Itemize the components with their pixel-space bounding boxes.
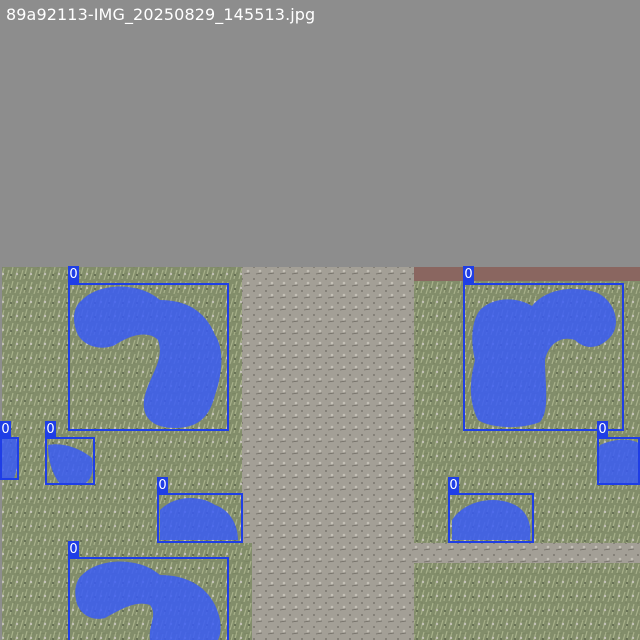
detection-box-bottom-left bbox=[68, 557, 229, 640]
mask-small-middle bbox=[160, 498, 238, 540]
detection-label: 0 bbox=[597, 421, 608, 438]
mask-bottom-left bbox=[75, 561, 221, 640]
mask-large-left bbox=[74, 286, 222, 428]
mask-small-right-edge bbox=[597, 439, 640, 484]
detection-box-small-right-edge bbox=[597, 437, 640, 485]
detection-label: 0 bbox=[68, 266, 79, 283]
vegetation-bottom-right bbox=[414, 563, 640, 640]
mask-small-left bbox=[48, 444, 93, 484]
detection-label: 0 bbox=[0, 421, 11, 438]
detection-label: 0 bbox=[463, 266, 474, 283]
detection-label: 0 bbox=[157, 477, 168, 494]
detection-box-large-right bbox=[463, 283, 624, 431]
detection-box-small-right-middle bbox=[448, 493, 534, 543]
mask-small-right-middle bbox=[452, 500, 531, 540]
detection-box-small-left-edge bbox=[0, 437, 19, 480]
detection-label: 0 bbox=[68, 541, 79, 558]
detection-box-small-left bbox=[45, 437, 95, 485]
detection-box-large-left bbox=[68, 283, 229, 431]
mask-small-left-edge bbox=[2, 438, 19, 478]
detection-label: 0 bbox=[45, 421, 56, 438]
detection-label: 0 bbox=[448, 477, 459, 494]
detection-box-small-middle bbox=[157, 493, 243, 543]
image-filename: 89a92113-IMG_20250829_145513.jpg bbox=[6, 5, 316, 24]
wall-top-right bbox=[414, 267, 640, 281]
mask-large-right bbox=[470, 288, 616, 428]
